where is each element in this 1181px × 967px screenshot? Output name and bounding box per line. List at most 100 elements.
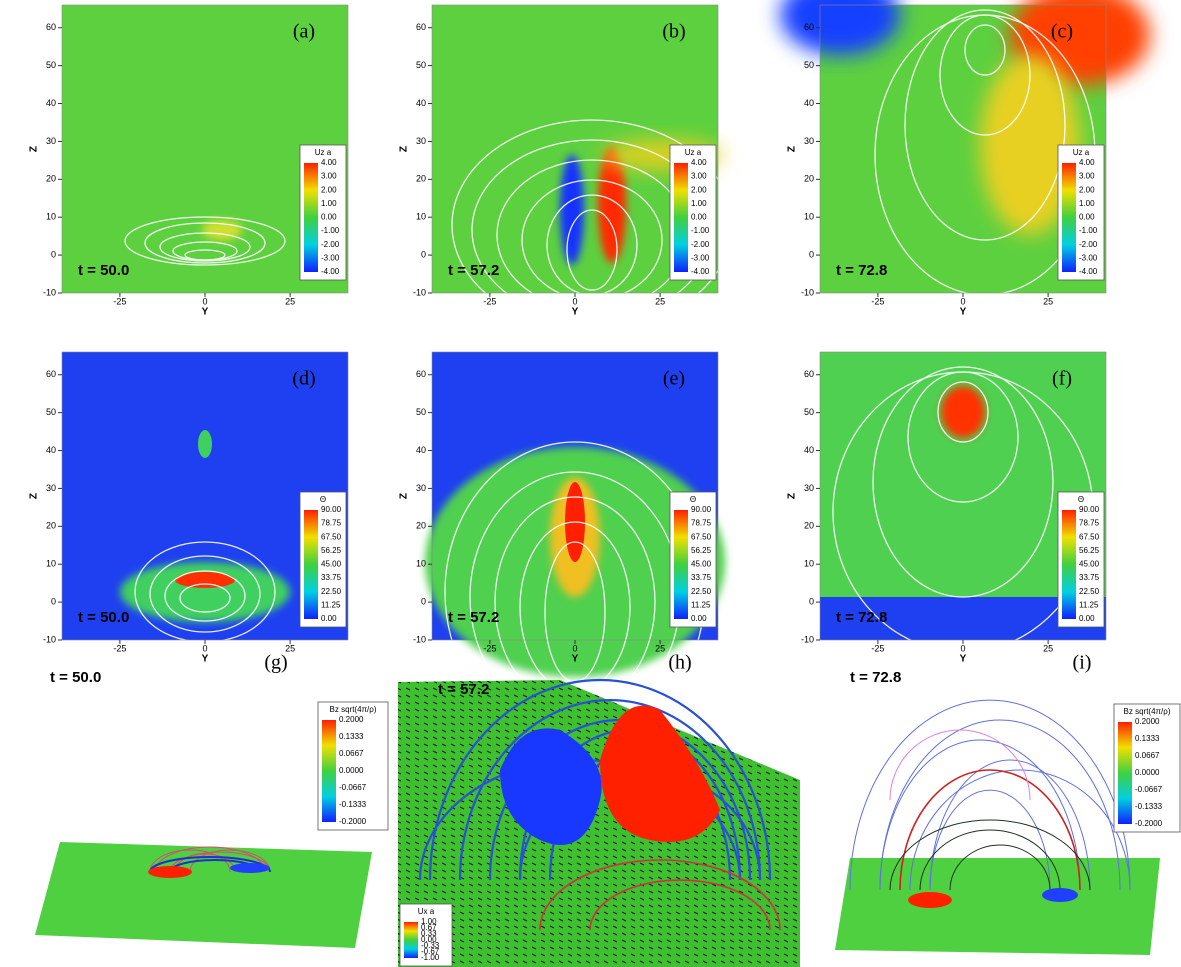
y-tick-label: 0 xyxy=(421,249,426,259)
colorbar-title: Bz sqrt(4π/ρ) xyxy=(1124,707,1171,716)
colorbar-tick-label: 0.2000 xyxy=(1135,717,1160,726)
colorbar-tick-label: 2.00 xyxy=(321,185,337,194)
colorbar-tick-label: 0.00 xyxy=(321,213,337,222)
y-tick-label: 20 xyxy=(804,521,814,531)
plane xyxy=(835,858,1160,955)
blob xyxy=(560,155,584,265)
y-tick-label: -10 xyxy=(801,634,814,644)
y-tick-label: 0 xyxy=(809,249,814,259)
y-tick-label: 20 xyxy=(46,174,56,184)
colorbar-gradient xyxy=(1118,722,1132,824)
x-tick-label: -25 xyxy=(871,296,884,306)
y-tick-label: 10 xyxy=(416,212,426,222)
colorbar-tick-label: -0.2000 xyxy=(1135,819,1163,828)
x-axis-label: Y xyxy=(572,654,579,665)
colorbar-tick-label: 0.1333 xyxy=(339,732,364,741)
y-tick-label: 40 xyxy=(804,98,814,108)
y-tick-label: 50 xyxy=(804,407,814,417)
colorbar-tick-label: 3.00 xyxy=(1079,172,1095,181)
colorbar-tick-label: 22.50 xyxy=(1079,587,1100,596)
x-tick-label: 25 xyxy=(285,296,295,306)
colorbar-title: Uz a xyxy=(315,148,332,157)
y-tick-label: 0 xyxy=(51,596,56,606)
y-tick-label: -10 xyxy=(413,287,426,297)
colorbar-tick-label: 45.00 xyxy=(1079,560,1100,569)
colorbar-tick-label: 11.25 xyxy=(1079,600,1099,609)
colorbar-tick-label: 90.00 xyxy=(691,505,712,514)
colorbar-tick-label: -1.00 xyxy=(691,226,710,235)
colorbar-tick-label: 1.00 xyxy=(1079,199,1095,208)
x-tick-label: -25 xyxy=(483,643,496,653)
x-tick-label: 0 xyxy=(202,296,207,306)
y-tick-label: 60 xyxy=(416,369,426,379)
panel-label: (d) xyxy=(292,368,315,390)
colorbar-title: Θ xyxy=(690,495,696,504)
colorbar-tick-label: -0.1333 xyxy=(1135,802,1163,811)
colorbar-tick-label: 0.0000 xyxy=(1135,768,1160,777)
colorbar-tick-label: 2.00 xyxy=(1079,185,1095,194)
figure: -25025-100102030405060YZ(a)t = 50.0Uz a4… xyxy=(0,0,1181,967)
blob xyxy=(941,386,985,438)
colorbar-tick-label: -0.0667 xyxy=(1135,785,1163,794)
y-tick-label: 60 xyxy=(804,22,814,32)
panel-label: (b) xyxy=(662,21,685,43)
x-axis-label: Y xyxy=(960,307,967,318)
colorbar-tick-label: -0.2000 xyxy=(339,817,367,826)
y-tick-label: -10 xyxy=(43,287,56,297)
colorbar-tick-label: 78.75 xyxy=(321,519,342,528)
colorbar-title: Uz a xyxy=(1073,148,1090,157)
colorbar-tick-label: -4.00 xyxy=(691,267,710,276)
colorbar-tick-label: -0.0667 xyxy=(339,783,367,792)
colorbar: Θ90.0078.7567.5056.2545.0033.7522.5011.2… xyxy=(300,492,346,627)
y-axis-label: Z xyxy=(787,146,798,152)
y-tick-label: 0 xyxy=(809,596,814,606)
y-axis-label: Z xyxy=(29,493,40,499)
colorbar-tick-label: 0.00 xyxy=(1079,614,1095,623)
colorbar-tick-label: 11.25 xyxy=(321,600,341,609)
colorbar-tick-label: -3.00 xyxy=(1079,253,1098,262)
colorbar-gradient xyxy=(304,510,318,619)
x-tick-label: -25 xyxy=(113,643,126,653)
colorbar-tick-label: 3.00 xyxy=(691,172,707,181)
colorbar-tick-label: 33.75 xyxy=(321,573,342,582)
colorbar-tick-label: -2.00 xyxy=(321,240,340,249)
flux xyxy=(230,863,270,873)
time-label: t = 57.2 xyxy=(448,609,499,626)
x-axis-label: Y xyxy=(202,654,209,665)
colorbar: Uz a4.003.002.001.000.00-1.00-2.00-3.00-… xyxy=(1058,145,1104,280)
colorbar-tick-label: 33.75 xyxy=(1079,573,1100,582)
colorbar-tick-label: 0.2000 xyxy=(339,715,364,724)
colorbar-title: Θ xyxy=(320,495,326,504)
colorbar-tick-label: 22.50 xyxy=(321,587,342,596)
colorbar-tick-label: 78.75 xyxy=(1079,519,1100,528)
colorbar-tick-label: 56.25 xyxy=(691,546,712,555)
x-tick-label: 25 xyxy=(1043,643,1053,653)
y-tick-label: 10 xyxy=(804,212,814,222)
colorbar-tick-label: 56.25 xyxy=(321,546,342,555)
panel: t = 57.2(h) xyxy=(398,652,800,967)
colorbar: Bz sqrt(4π/ρ)0.20000.13330.06670.0000-0.… xyxy=(1114,704,1180,832)
y-tick-label: -10 xyxy=(413,634,426,644)
y-tick-label: 30 xyxy=(804,483,814,493)
colorbar-title: Θ xyxy=(1078,495,1084,504)
colorbar-title: Uz a xyxy=(685,148,702,157)
blob xyxy=(198,430,212,458)
y-tick-label: 60 xyxy=(46,22,56,32)
y-tick-label: 60 xyxy=(416,22,426,32)
colorbar-tick-label: 0.00 xyxy=(691,213,707,222)
y-tick-label: 40 xyxy=(804,445,814,455)
y-axis-label: Z xyxy=(399,146,410,152)
colorbar-tick-label: 45.00 xyxy=(321,560,342,569)
y-axis-label: Z xyxy=(787,493,798,499)
y-tick-label: 50 xyxy=(46,407,56,417)
colorbar-tick-label: 0.00 xyxy=(321,614,337,623)
colorbar-tick-label: 0.0000 xyxy=(339,766,364,775)
colorbar-tick-label: 22.50 xyxy=(691,587,712,596)
colorbar: Uz a4.003.002.001.000.00-1.00-2.00-3.00-… xyxy=(670,145,716,280)
time-label: t = 50.0 xyxy=(50,669,101,686)
y-tick-label: 40 xyxy=(416,98,426,108)
colorbar-tick-label: 56.25 xyxy=(1079,546,1100,555)
y-tick-label: 20 xyxy=(804,174,814,184)
x-tick-label: -25 xyxy=(871,643,884,653)
colorbar-tick-label: 33.75 xyxy=(691,573,712,582)
